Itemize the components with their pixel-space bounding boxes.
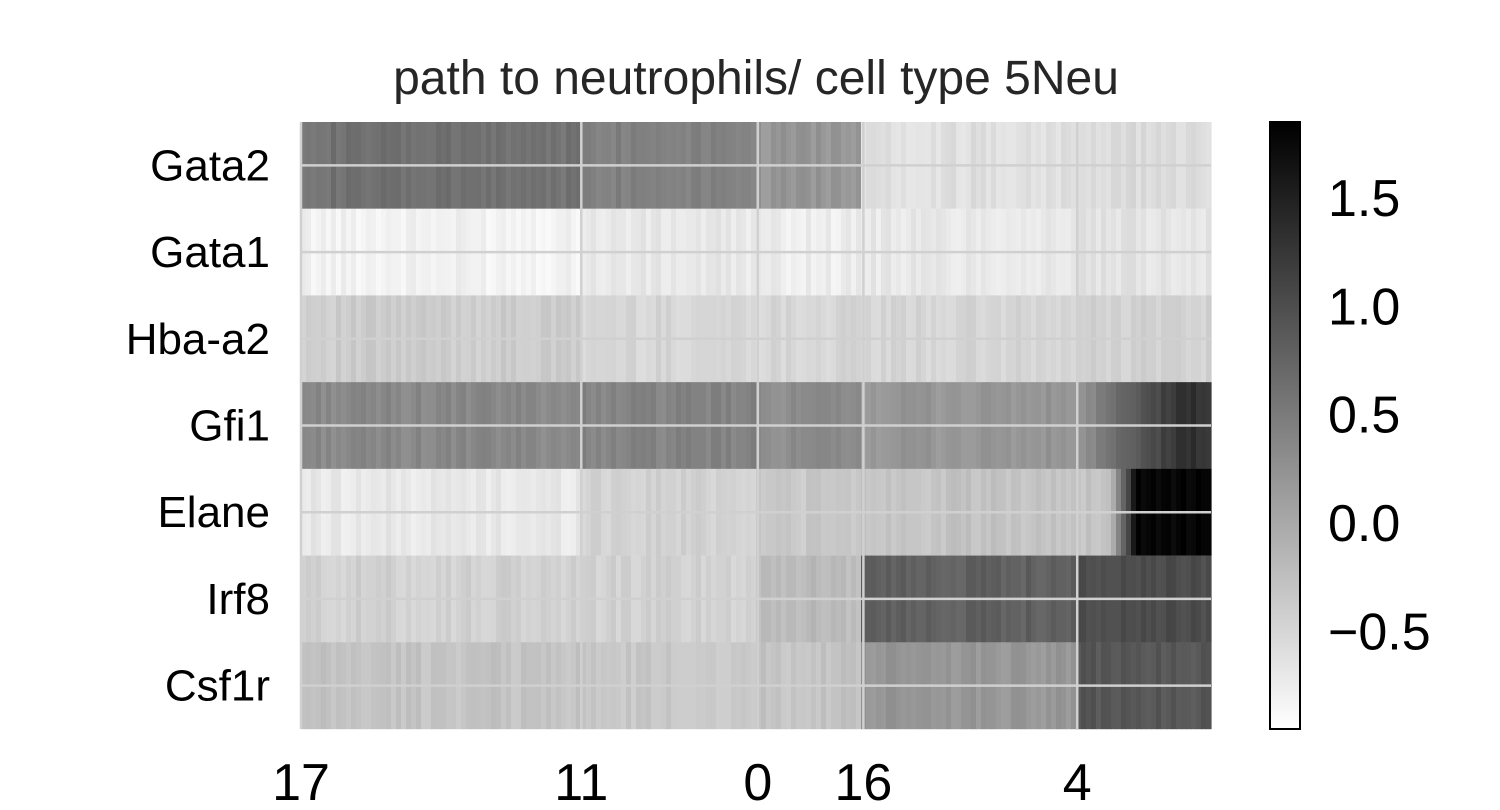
chart-title: path to neutrophils/ cell type 5Neu: [393, 52, 1119, 105]
gene-label: Irf8: [206, 575, 270, 624]
gene-label: Gata2: [150, 141, 270, 190]
colorbar-ticks: 1.5 1.0 0.5 0.0 −0.5: [1328, 170, 1431, 662]
gene-label: Gfi1: [189, 402, 270, 451]
x-tick-label: 0: [743, 754, 772, 810]
grid-lines: [299, 122, 1211, 729]
colorbar-tick-label: 1.0: [1328, 278, 1400, 336]
gene-label: Gata1: [150, 228, 270, 277]
gene-label: Elane: [157, 488, 270, 537]
colorbar: [1269, 121, 1301, 730]
x-tick-label: 4: [1063, 754, 1092, 810]
colorbar-tick-label: 1.5: [1328, 170, 1400, 228]
x-tick-label: 16: [834, 754, 892, 810]
colorbar-tick-label: 0.0: [1328, 495, 1400, 553]
x-tick-label: 17: [272, 754, 330, 810]
colorbar-tick-label: 0.5: [1328, 387, 1400, 445]
x-axis-ticks: 17 11 0 16 4: [272, 754, 1092, 810]
gene-labels: Gata2 Gata1 Hba-a2 Gfi1 Elane Irf8 Csf1r: [126, 141, 270, 710]
colorbar-tick-label: −0.5: [1328, 603, 1431, 661]
x-tick-label: 11: [554, 754, 608, 810]
gene-label: Csf1r: [165, 662, 270, 711]
gene-label: Hba-a2: [126, 315, 270, 364]
